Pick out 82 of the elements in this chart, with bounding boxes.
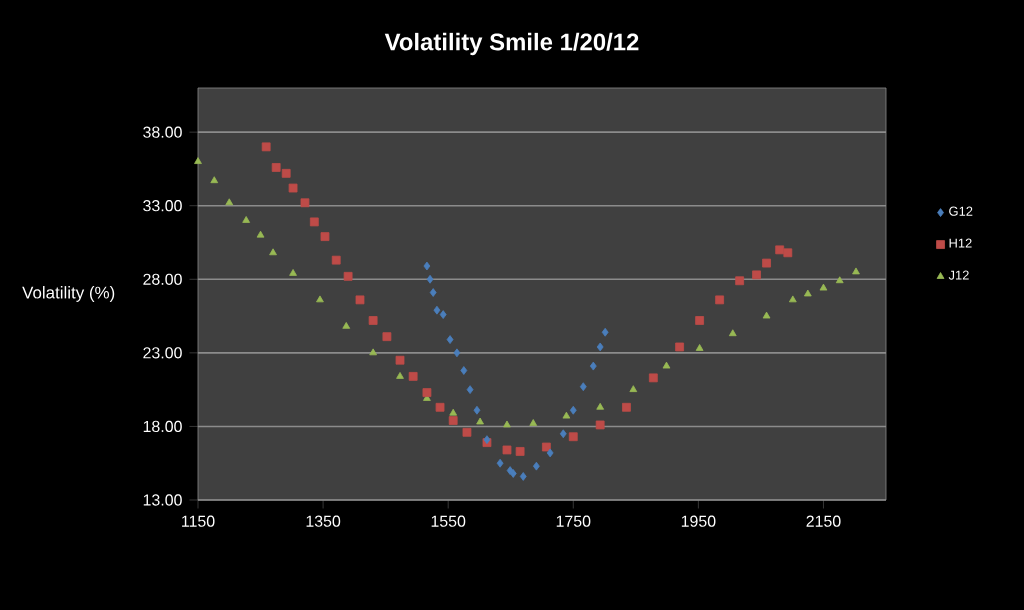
- point: [546, 448, 554, 458]
- point: [288, 183, 298, 193]
- point: [519, 472, 527, 481]
- point: [408, 372, 418, 381]
- point: [426, 274, 434, 284]
- point: [752, 270, 761, 280]
- point: [835, 276, 844, 284]
- point: [476, 417, 484, 425]
- point: [629, 385, 638, 393]
- point: [423, 261, 431, 271]
- point: [675, 342, 684, 352]
- point: [422, 388, 432, 397]
- point: [569, 405, 577, 415]
- chart-title: Volatility Smile 1/20/12: [384, 32, 639, 56]
- point: [271, 163, 281, 172]
- point: [256, 230, 265, 238]
- point: [269, 248, 277, 256]
- point: [320, 232, 330, 241]
- point: [289, 269, 297, 276]
- point: [429, 288, 437, 297]
- point: [343, 271, 353, 281]
- point: [788, 295, 797, 303]
- point: [395, 355, 405, 365]
- point: [559, 429, 567, 439]
- point: [502, 445, 512, 455]
- y-axis-title: Volatility (%): [22, 286, 115, 302]
- point: [562, 411, 571, 419]
- point: [368, 316, 378, 325]
- point: [396, 372, 404, 379]
- point: [210, 176, 219, 184]
- point: [515, 447, 525, 456]
- point: [648, 373, 658, 383]
- point: [439, 310, 447, 319]
- point: [449, 408, 458, 416]
- point: [529, 419, 538, 426]
- point: [496, 458, 504, 468]
- point: [261, 142, 271, 152]
- point: [596, 342, 604, 352]
- point: [695, 344, 704, 351]
- point: [331, 255, 341, 265]
- point: [433, 305, 441, 315]
- point: [369, 348, 377, 356]
- point: [435, 402, 445, 412]
- point: [775, 245, 785, 255]
- point: [762, 311, 771, 319]
- point: [446, 335, 454, 344]
- point: [473, 405, 481, 415]
- point: [803, 289, 812, 297]
- point: [819, 283, 828, 291]
- point: [309, 217, 319, 227]
- point: [281, 168, 291, 178]
- point: [342, 321, 351, 329]
- point: [453, 348, 461, 358]
- point: [466, 385, 474, 395]
- point: [762, 258, 771, 268]
- point: [194, 157, 202, 164]
- point: [316, 295, 324, 303]
- point: [462, 427, 472, 437]
- point: [715, 295, 725, 305]
- point: [735, 276, 745, 286]
- point: [568, 432, 578, 442]
- point: [460, 366, 468, 375]
- point: [852, 267, 860, 275]
- point: [662, 361, 671, 369]
- point: [355, 295, 365, 305]
- point: [695, 316, 704, 325]
- point: [595, 420, 605, 430]
- point: [783, 248, 793, 258]
- point: [596, 402, 605, 410]
- point: [382, 332, 392, 342]
- point: [503, 420, 511, 428]
- point: [579, 382, 587, 392]
- point: [242, 216, 251, 223]
- point: [300, 198, 310, 208]
- point: [532, 461, 540, 471]
- point: [225, 198, 234, 206]
- point: [622, 402, 631, 412]
- point: [728, 329, 737, 337]
- point: [542, 442, 551, 452]
- point: [448, 416, 458, 425]
- point: [589, 361, 597, 371]
- point: [601, 327, 609, 337]
